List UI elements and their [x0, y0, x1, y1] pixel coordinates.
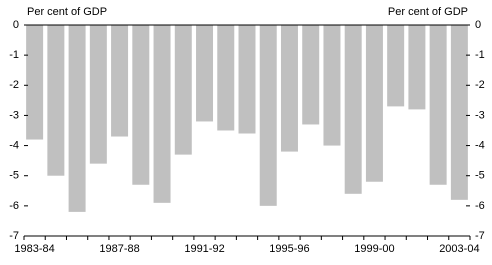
y-tick-label: 0	[13, 19, 19, 31]
bar	[132, 25, 150, 185]
bar	[450, 25, 468, 200]
bar	[47, 25, 65, 176]
bar	[429, 25, 447, 185]
y2-tick-label: 0	[475, 19, 481, 31]
x-tick-label: 1999-00	[354, 243, 394, 255]
bar	[196, 25, 214, 122]
y-tick-label: -3	[9, 109, 19, 121]
bar	[89, 25, 107, 164]
x-tick-label: 1991-92	[184, 243, 224, 255]
x-tick-label: 1995-96	[269, 243, 309, 255]
x-tick-label: 1983-84	[14, 243, 54, 255]
bar	[111, 25, 129, 137]
x-tick-label: 1987-88	[99, 243, 139, 255]
y-axis-label: Per cent of GDP	[27, 6, 107, 18]
y-tick-label: -6	[9, 200, 19, 212]
y2-tick-label: -6	[475, 200, 485, 212]
y2-axis-label: Per cent of GDP	[388, 6, 468, 18]
bar	[344, 25, 362, 194]
bar	[217, 25, 235, 131]
bar	[238, 25, 256, 134]
y2-tick-label: -7	[475, 230, 485, 242]
bar	[26, 25, 44, 140]
y-tick-label: -4	[9, 139, 19, 151]
y2-tick-label: -3	[475, 109, 485, 121]
bar	[280, 25, 298, 152]
y-tick-label: -7	[9, 230, 19, 242]
bar	[387, 25, 405, 107]
bar	[68, 25, 86, 212]
bar	[408, 25, 426, 110]
bar	[259, 25, 277, 206]
y-tick-label: -2	[9, 79, 19, 91]
bar	[365, 25, 383, 182]
bar	[153, 25, 171, 203]
y2-tick-label: -4	[475, 139, 485, 151]
bar	[174, 25, 192, 155]
y-tick-label: -5	[9, 170, 19, 182]
bar	[323, 25, 341, 146]
x-tick-label: 2003-04	[439, 243, 479, 255]
y2-tick-label: -1	[475, 49, 485, 61]
y2-tick-label: -2	[475, 79, 485, 91]
bar	[302, 25, 320, 125]
y2-tick-label: -5	[475, 170, 485, 182]
y-tick-label: -1	[9, 49, 19, 61]
